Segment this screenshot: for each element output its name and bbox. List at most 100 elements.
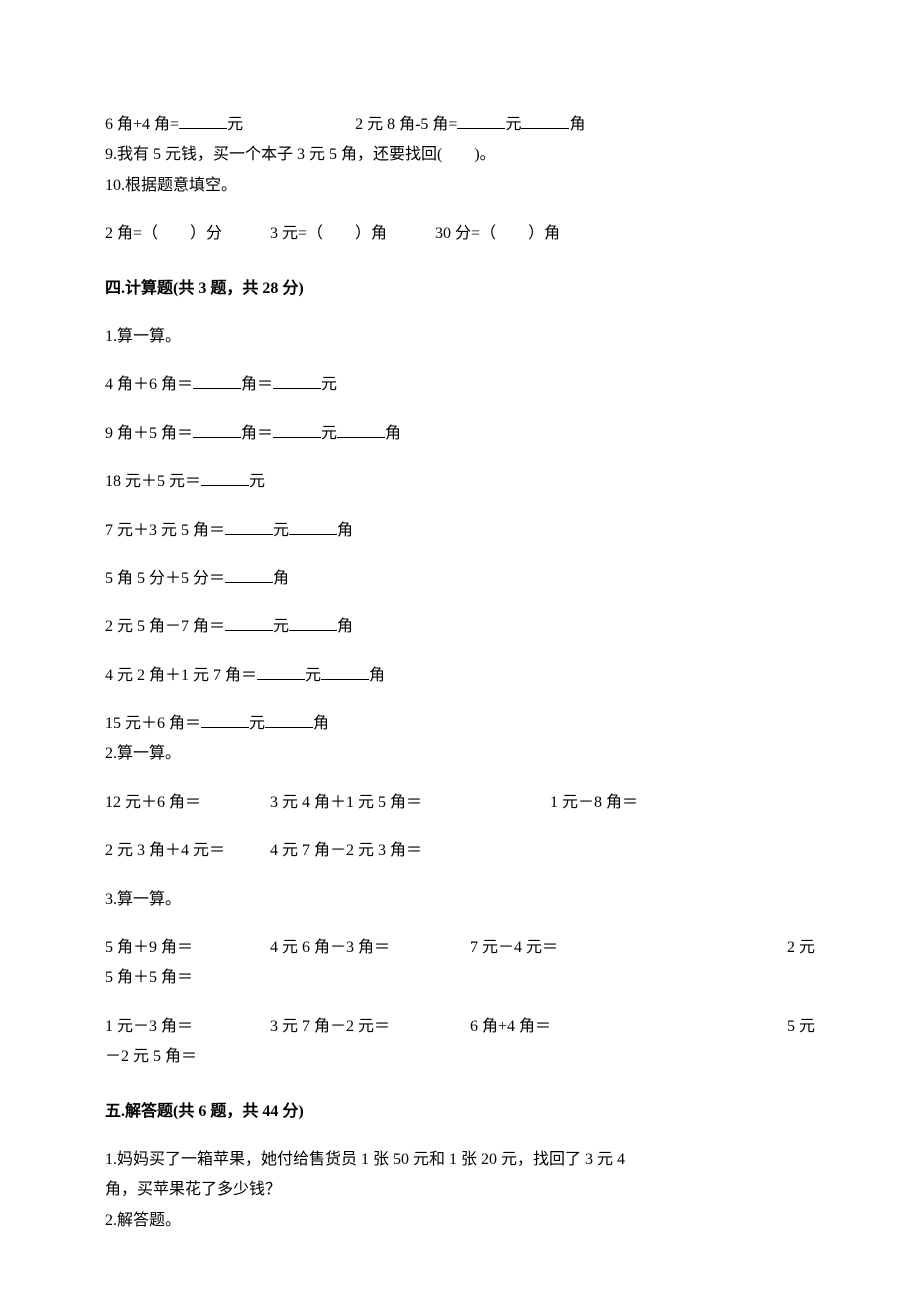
blank — [193, 422, 241, 438]
s4-q3-row1-cont: 5 角＋5 角＝ — [105, 963, 815, 993]
text: 3 元 7 角－2 元＝ — [270, 1018, 390, 1035]
text: 元 — [249, 473, 265, 490]
blank — [337, 422, 385, 438]
text: 元 — [273, 522, 289, 539]
gap — [243, 116, 355, 133]
text: 1 元－3 角＝ — [105, 1018, 193, 1035]
cell: 3 元 7 角－2 元＝ — [270, 1012, 470, 1042]
text: 7 元＋3 元 5 角＝ — [105, 522, 225, 539]
s4-q2-row2: 2 元 3 角＋4 元＝ 4 元 7 角－2 元 3 角＝ — [105, 836, 815, 866]
text: 12 元＋6 角＝ — [105, 794, 201, 811]
cell: 12 元＋6 角＝ — [105, 788, 270, 818]
s4-q3-title: 3.算一算。 — [105, 885, 815, 915]
s4-q1-title: 1.算一算。 — [105, 322, 815, 352]
text: 5 角＋9 角＝ — [105, 939, 193, 956]
text: 角＝ — [241, 425, 273, 442]
q10-title: 10.根据题意填空。 — [105, 171, 815, 201]
q8-expr2-unit2: 角 — [569, 116, 585, 133]
s4-q3-row1: 5 角＋9 角＝ 4 元 6 角－3 角＝ 7 元－4 元＝ 2 元 — [105, 933, 815, 963]
s4-q1-l4: 7 元＋3 元 5 角＝ 元 角 — [105, 516, 815, 546]
s5-q2: 2.解答题。 — [105, 1206, 815, 1236]
q8-expr1-left: 6 角+4 角= — [105, 116, 179, 133]
s5-q1-l1: 1.妈妈买了一箱苹果，她付给售货员 1 张 50 元和 1 张 20 元，找回了… — [105, 1145, 815, 1175]
cell: 3 元 4 角＋1 元 5 角＝ — [270, 788, 490, 818]
cell: 2 元 3 角＋4 元＝ — [105, 836, 270, 866]
blank — [257, 664, 305, 680]
text: －2 元 5 角＝ — [105, 1048, 197, 1065]
blank — [179, 113, 227, 129]
text: 角，买苹果花了多少钱？ — [105, 1181, 281, 1198]
q8-expr2-unit1: 元 — [505, 116, 521, 133]
s4-q2-title: 2.算一算。 — [105, 739, 815, 769]
text: 6 角+4 角＝ — [470, 1018, 551, 1035]
text: 1.妈妈买了一箱苹果，她付给售货员 1 张 50 元和 1 张 20 元，找回了… — [105, 1151, 625, 1168]
blank — [225, 567, 273, 583]
blank — [273, 373, 321, 389]
text: 5 角 5 分＋5 分＝ — [105, 570, 225, 587]
blank — [321, 664, 369, 680]
q10-row-text: 2 角=（ ）分 3 元=（ ）角 30 分=（ ）角 — [105, 225, 560, 242]
section4-heading: 四.计算题(共 3 题，共 28 分) — [105, 274, 815, 304]
text: 角 — [337, 522, 353, 539]
text: 角 — [385, 425, 401, 442]
q8-expr2-left: 2 元 8 角-5 角= — [355, 116, 457, 133]
s4-q1-l8: 15 元＋6 角＝ 元 角 — [105, 709, 815, 739]
cell: 2 元 — [630, 933, 815, 963]
cell: 1 元－8 角＝ — [490, 788, 638, 818]
blank — [289, 615, 337, 631]
s4-q1-l5: 5 角 5 分＋5 分＝ 角 — [105, 564, 815, 594]
text: 2 元 3 角＋4 元＝ — [105, 842, 225, 859]
cell: 5 角＋9 角＝ — [105, 933, 270, 963]
text: 角 — [313, 715, 329, 732]
cell: 7 元－4 元＝ — [470, 933, 630, 963]
s4-q3-row2-cont: －2 元 5 角＝ — [105, 1042, 815, 1072]
cell: 4 元 7 角－2 元 3 角＝ — [270, 836, 490, 866]
text: 2 元 5 角－7 角＝ — [105, 618, 225, 635]
text: 元 — [249, 715, 265, 732]
blank — [225, 519, 273, 535]
text: 9 角＋5 角＝ — [105, 425, 193, 442]
s4-q1-l3: 18 元＋5 元＝ 元 — [105, 467, 815, 497]
blank — [201, 470, 249, 486]
text: 4 元 7 角－2 元 3 角＝ — [270, 842, 422, 859]
text: 元 — [321, 376, 337, 393]
q9: 9.我有 5 元钱，买一个本子 3 元 5 角，还要找回( )。 — [105, 140, 815, 170]
blank — [521, 113, 569, 129]
s4-q1-l2: 9 角＋5 角＝角＝元角 — [105, 419, 815, 449]
s4-q1-l6: 2 元 5 角－7 角＝ 元 角 — [105, 612, 815, 642]
s4-q3-row2: 1 元－3 角＝ 3 元 7 角－2 元＝ 6 角+4 角＝ 5 元 — [105, 1012, 815, 1042]
blank — [265, 712, 313, 728]
q10-row: 2 角=（ ）分 3 元=（ ）角 30 分=（ ）角 — [105, 219, 815, 249]
blank — [225, 615, 273, 631]
cell: 5 元 — [630, 1012, 815, 1042]
text: 4 角＋6 角＝ — [105, 376, 193, 393]
text: 角 — [273, 570, 289, 587]
s4-q1-l1: 4 角＋6 角＝角＝元 — [105, 370, 815, 400]
cell: 6 角+4 角＝ — [470, 1012, 630, 1042]
text: 18 元＋5 元＝ — [105, 473, 201, 490]
s5-q1-l2: 角，买苹果花了多少钱？ — [105, 1175, 815, 1205]
text: 角 — [369, 667, 385, 684]
s4-q1-l7: 4 元 2 角＋1 元 7 角＝ 元 角 — [105, 661, 815, 691]
text: 5 元 — [787, 1018, 815, 1035]
text: 4 元 2 角＋1 元 7 角＝ — [105, 667, 257, 684]
q10-title-text: 10.根据题意填空。 — [105, 177, 237, 194]
text: 15 元＋6 角＝ — [105, 715, 201, 732]
blank — [457, 113, 505, 129]
text: 元 — [305, 667, 321, 684]
q9-text: 9.我有 5 元钱，买一个本子 3 元 5 角，还要找回( )。 — [105, 146, 496, 163]
s4-q1-title-text: 1.算一算。 — [105, 328, 181, 345]
text: 角 — [337, 618, 353, 635]
blank — [193, 373, 241, 389]
s4-q3-title-text: 3.算一算。 — [105, 891, 181, 908]
s4-q2-title-text: 2.算一算。 — [105, 745, 181, 762]
text: 元 — [273, 618, 289, 635]
q8-expr1-unit: 元 — [227, 116, 243, 133]
blank — [273, 422, 321, 438]
section4-heading-text: 四.计算题(共 3 题，共 28 分) — [105, 280, 304, 297]
s4-q2-row1: 12 元＋6 角＝ 3 元 4 角＋1 元 5 角＝ 1 元－8 角＝ — [105, 788, 815, 818]
text: 7 元－4 元＝ — [470, 939, 558, 956]
cell: 4 元 6 角－3 角＝ — [270, 933, 470, 963]
text: 2.解答题。 — [105, 1212, 181, 1229]
text: 2 元 — [787, 939, 815, 956]
